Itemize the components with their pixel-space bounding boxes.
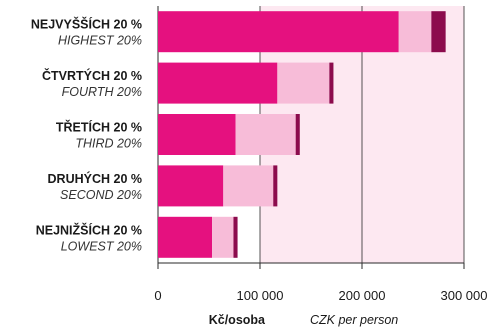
x-tick-label: 0 (154, 288, 161, 303)
category-sublabel: SECOND 20% (60, 188, 142, 202)
category-label: ČTVRTÝCH 20 % (42, 68, 142, 83)
bar-segment-3 (295, 114, 300, 155)
category-sublabel: HIGHEST 20% (58, 34, 142, 48)
category-label: TŘETÍCH 20 % (56, 120, 142, 135)
category-label: NEJNIŽŠÍCH 20 % (36, 222, 142, 237)
category-sublabel: LOWEST 20% (61, 239, 142, 253)
bar-segment-1 (158, 62, 278, 104)
bar-segment-2 (223, 165, 274, 207)
category-sublabel: FOURTH 20% (62, 85, 142, 99)
x-tick-label: 100 000 (237, 288, 284, 303)
x-tick-labels: 0 100 000 200 000 300 000 (154, 288, 487, 303)
bar-segment-3 (233, 216, 238, 258)
bar-segment-2 (277, 62, 330, 104)
x-tick-label: 300 000 (441, 288, 488, 303)
category-label: DRUHÝCH 20 % (48, 171, 142, 186)
bar-segment-1 (158, 114, 236, 155)
x-axis-title: Kč/osoba CZK per person (209, 313, 399, 327)
bar-segment-3 (273, 165, 278, 207)
bar-segment-2 (398, 11, 432, 53)
bars (158, 11, 446, 258)
x-axis-label: Kč/osoba (209, 313, 266, 327)
bar-segment-1 (158, 216, 213, 258)
bar-segment-1 (158, 165, 224, 207)
x-axis-sublabel: CZK per person (310, 313, 398, 327)
bar-segment-3 (431, 11, 446, 53)
bar-segment-2 (235, 114, 296, 155)
category-sublabel: THIRD 20% (75, 137, 142, 151)
bar-segment-3 (329, 62, 334, 104)
bar-segment-1 (158, 11, 399, 53)
bar-segment-2 (212, 216, 234, 258)
x-tick-label: 200 000 (339, 288, 386, 303)
category-label: NEJVYŠŠÍCH 20 % (31, 17, 142, 32)
category-labels: NEJVYŠŠÍCH 20 % HIGHEST 20% ČTVRTÝCH 20 % F… (31, 17, 142, 254)
